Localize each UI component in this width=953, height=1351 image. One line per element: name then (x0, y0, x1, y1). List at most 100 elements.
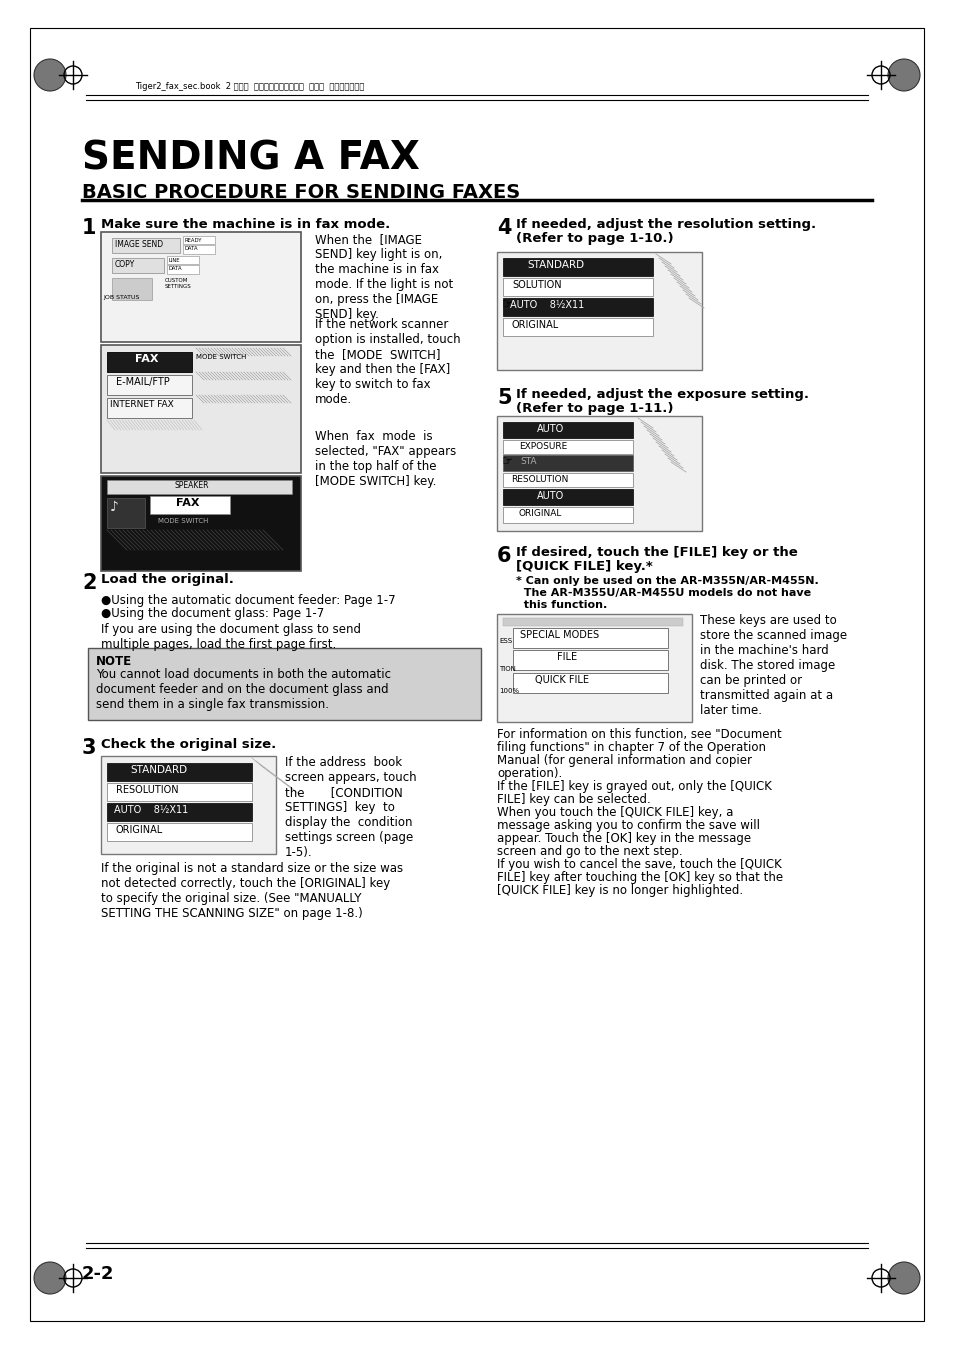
Bar (513, 628, 667, 648)
Bar (183, 245, 214, 254)
Text: INTERNET FAX: INTERNET FAX (110, 400, 173, 409)
Bar (502, 299, 652, 316)
Text: 5: 5 (497, 388, 511, 408)
Text: RESOLUTION: RESOLUTION (116, 785, 178, 794)
Bar (497, 416, 701, 531)
Bar (502, 440, 633, 454)
Text: AUTO    8½X11: AUTO 8½X11 (510, 300, 583, 311)
Text: ORIGINAL: ORIGINAL (518, 509, 561, 517)
Text: If you wish to cancel the save, touch the [QUICK: If you wish to cancel the save, touch th… (497, 858, 781, 871)
Text: Make sure the machine is in fax mode.: Make sure the machine is in fax mode. (101, 218, 390, 231)
Bar (513, 650, 667, 670)
Bar (502, 455, 633, 471)
Text: 4: 4 (497, 218, 511, 238)
Bar (88, 648, 480, 720)
Text: SPEAKER: SPEAKER (174, 481, 210, 490)
Bar (167, 255, 199, 263)
Text: EXPOSURE: EXPOSURE (518, 442, 567, 451)
Bar (101, 345, 301, 473)
Text: FILE: FILE (557, 653, 577, 662)
Text: If the original is not a standard size or the size was
not detected correctly, t: If the original is not a standard size o… (101, 862, 403, 920)
Circle shape (887, 59, 919, 91)
Text: (Refer to page 1-11.): (Refer to page 1-11.) (516, 403, 673, 415)
Text: If the [FILE] key is grayed out, only the [QUICK: If the [FILE] key is grayed out, only th… (497, 780, 771, 793)
Bar (502, 278, 652, 296)
Text: Manual (for general information and copier: Manual (for general information and copi… (497, 754, 751, 767)
Text: RESOLUTION: RESOLUTION (511, 476, 568, 484)
Text: ♪: ♪ (110, 500, 119, 513)
Text: 100%: 100% (498, 688, 518, 694)
Bar (101, 232, 301, 342)
Text: When  fax  mode  is
selected, "FAX" appears
in the top half of the
[MODE SWITCH]: When fax mode is selected, "FAX" appears… (314, 430, 456, 488)
Bar (502, 507, 633, 523)
Text: FILE] key after touching the [OK] key so that the: FILE] key after touching the [OK] key so… (497, 871, 782, 884)
Text: NOTE: NOTE (96, 655, 132, 667)
Text: (Refer to page 1-10.): (Refer to page 1-10.) (516, 232, 673, 245)
Bar (112, 278, 152, 300)
Circle shape (34, 59, 66, 91)
Bar (107, 480, 292, 494)
Text: IMAGE SEND: IMAGE SEND (115, 240, 163, 249)
Text: COPY: COPY (115, 259, 135, 269)
Bar (502, 473, 633, 486)
Bar (101, 476, 301, 571)
Bar (107, 376, 192, 394)
Text: These keys are used to
store the scanned image
in the machine's hard
disk. The s: These keys are used to store the scanned… (700, 613, 846, 717)
Text: SETTINGS: SETTINGS (165, 284, 192, 289)
Bar (183, 236, 214, 245)
Text: [QUICK FILE] key.*: [QUICK FILE] key.* (516, 561, 652, 573)
Text: 1: 1 (82, 218, 96, 238)
Text: SPECIAL MODES: SPECIAL MODES (519, 630, 598, 640)
Text: operation).: operation). (497, 767, 561, 780)
Text: TION: TION (498, 666, 516, 671)
Text: MODE SWITCH: MODE SWITCH (195, 354, 246, 359)
Bar (502, 258, 652, 276)
Text: READY: READY (185, 238, 202, 242)
Text: QUICK FILE: QUICK FILE (535, 676, 588, 685)
Text: FAX: FAX (175, 499, 199, 508)
Text: E-MAIL/FTP: E-MAIL/FTP (116, 377, 170, 386)
Text: Load the original.: Load the original. (101, 573, 233, 586)
Bar (502, 617, 682, 626)
Text: LINE: LINE (169, 258, 180, 262)
Text: If the network scanner
option is installed, touch
the  [MODE  SWITCH]
key and th: If the network scanner option is install… (314, 317, 460, 407)
Bar (513, 673, 667, 693)
Text: ORIGINAL: ORIGINAL (116, 825, 163, 835)
Text: STANDARD: STANDARD (130, 765, 187, 775)
Bar (167, 265, 199, 274)
Text: DATA: DATA (169, 266, 182, 272)
Circle shape (34, 1262, 66, 1294)
Text: STANDARD: STANDARD (526, 261, 583, 270)
Bar (497, 253, 701, 370)
Text: If desired, touch the [FILE] key or the: If desired, touch the [FILE] key or the (516, 546, 797, 559)
Text: appear. Touch the [OK] key in the message: appear. Touch the [OK] key in the messag… (497, 832, 750, 844)
Text: AUTO: AUTO (537, 424, 563, 434)
Text: When you touch the [QUICK FILE] key, a: When you touch the [QUICK FILE] key, a (497, 807, 733, 819)
Bar (150, 496, 230, 513)
Bar (107, 763, 252, 781)
Text: * Can only be used on the AR-M355N/AR-M455N.: * Can only be used on the AR-M355N/AR-M4… (516, 576, 818, 586)
Text: screen and go to the next step.: screen and go to the next step. (497, 844, 682, 858)
Text: 6: 6 (497, 546, 511, 566)
Text: If needed, adjust the resolution setting.: If needed, adjust the resolution setting… (516, 218, 815, 231)
Text: AUTO    8½X11: AUTO 8½X11 (113, 805, 188, 815)
Text: If the address  book
screen appears, touch
the       [CONDITION
SETTINGS]  key  : If the address book screen appears, touc… (285, 757, 416, 859)
Bar (101, 757, 275, 854)
Text: The AR-M355U/AR-M455U models do not have: The AR-M355U/AR-M455U models do not have (516, 588, 810, 598)
Text: AUTO: AUTO (537, 490, 563, 501)
Text: SOLUTION: SOLUTION (512, 281, 561, 290)
Text: BASIC PROCEDURE FOR SENDING FAXES: BASIC PROCEDURE FOR SENDING FAXES (82, 182, 519, 203)
Bar (502, 317, 652, 336)
Bar (502, 422, 633, 438)
Text: [QUICK FILE] key is no longer highlighted.: [QUICK FILE] key is no longer highlighte… (497, 884, 742, 897)
Text: 2-2: 2-2 (82, 1265, 114, 1283)
Bar (107, 399, 192, 417)
Text: ☞: ☞ (501, 299, 513, 311)
Bar (497, 613, 691, 721)
Text: MODE SWITCH: MODE SWITCH (158, 517, 208, 524)
Text: If you are using the document glass to send
multiple pages, load the first page : If you are using the document glass to s… (101, 623, 360, 651)
Bar (107, 802, 252, 821)
Text: message asking you to confirm the save will: message asking you to confirm the save w… (497, 819, 760, 832)
Bar (107, 784, 252, 801)
Bar (112, 258, 164, 273)
